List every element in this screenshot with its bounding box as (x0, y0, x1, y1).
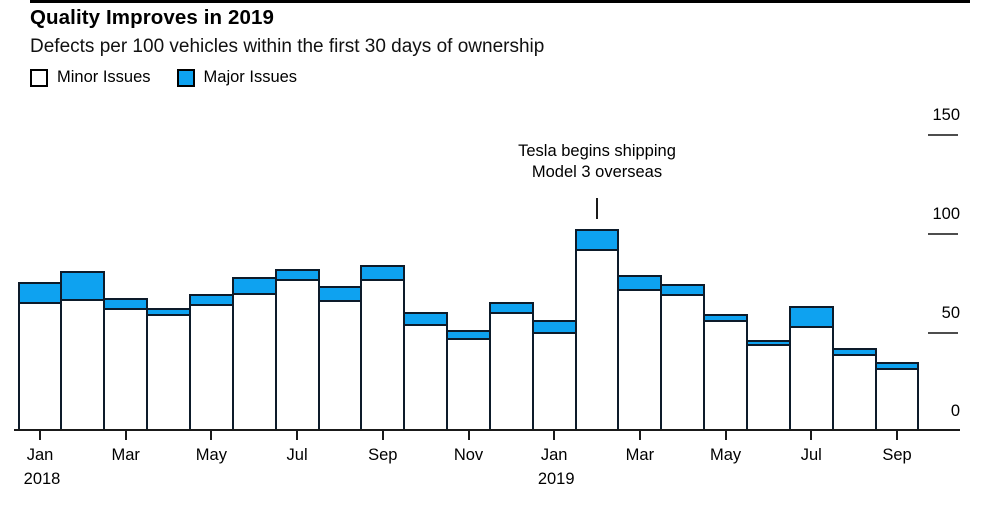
bar-feb-2018 (60, 271, 106, 431)
top-rule (30, 0, 970, 3)
chart-title: Quality Improves in 2019 (30, 6, 274, 29)
y-tick-label: 0 (950, 402, 960, 420)
bar-major-segment (19, 284, 61, 304)
x-tick (124, 431, 127, 440)
bar-major-segment (448, 332, 489, 340)
legend-label-minor: Minor Issues (57, 68, 151, 86)
y-tick-dash (928, 332, 958, 334)
bar-major-segment (490, 304, 532, 314)
x-tick-label: Sep (882, 446, 912, 464)
bar-aug-2018 (317, 286, 363, 431)
bar-may-2019 (703, 314, 749, 431)
x-tick (467, 431, 470, 440)
x-tick (553, 431, 556, 440)
bar-major-segment (533, 322, 575, 334)
bar-major-segment (405, 314, 447, 326)
x-tick-label: Jul (286, 446, 308, 464)
bar-aug-2019 (831, 348, 877, 431)
chart-subtitle: Defects per 100 vehicles within the firs… (30, 36, 545, 57)
bar-jan-2018 (17, 282, 63, 431)
bar-sep-2018 (360, 265, 406, 431)
bar-apr-2019 (660, 284, 706, 431)
bar-major-segment (662, 286, 704, 296)
x-tick-label: Mar (111, 446, 140, 464)
x-tick-label: Nov (453, 446, 484, 464)
bar-major-segment (619, 277, 661, 291)
bar-apr-2018 (146, 308, 191, 431)
bar-major-segment (190, 296, 232, 306)
bar-mar-2019 (617, 275, 663, 431)
x-tick-label: Jan (540, 446, 568, 464)
x-tick-label: May (710, 446, 742, 464)
minor-issues-swatch-icon (30, 68, 48, 87)
bar-jun-2018 (231, 277, 277, 431)
annotation-pointer-tick (596, 198, 598, 219)
bar-major-segment (276, 271, 318, 281)
x-tick (724, 431, 727, 440)
annotation-line-1: Tesla begins shipping (518, 142, 676, 160)
bar-major-segment (62, 273, 104, 301)
legend-item-major: Major Issues (176, 68, 298, 87)
bar-major-segment (148, 310, 189, 316)
x-tick-label: Mar (625, 446, 655, 464)
bar-major-segment (105, 300, 147, 310)
y-tick-label: 100 (932, 205, 960, 223)
bar-jul-2019 (788, 306, 834, 431)
bar-major-segment (233, 279, 275, 295)
x-tick (638, 431, 641, 440)
legend-label-major: Major Issues (203, 68, 298, 86)
x-tick-label: Jan (26, 446, 54, 464)
bar-jul-2018 (274, 269, 320, 431)
x-tick (896, 431, 898, 440)
y-tick-label: 50 (941, 304, 960, 322)
bar-sep-2019 (874, 362, 920, 431)
bar-major-segment (362, 267, 404, 281)
bar-major-segment (576, 231, 618, 251)
x-year-label: 2018 (23, 470, 61, 488)
bar-dec-2018 (488, 302, 534, 431)
major-issues-swatch-icon (176, 68, 195, 87)
bar-feb-2019 (574, 229, 620, 431)
annotation-text: Tesla begins shipping Model 3 overseas (447, 141, 747, 183)
x-axis-line (14, 429, 960, 431)
bar-jan-2019 (531, 320, 577, 431)
bar-oct-2018 (403, 312, 449, 431)
bar-nov-2018 (446, 330, 491, 431)
x-tick (296, 431, 299, 440)
bar-major-segment (705, 316, 747, 322)
legend: Minor Issues Major Issues (30, 68, 297, 87)
x-tick (810, 431, 813, 440)
bar-major-segment (748, 342, 789, 346)
bar-major-segment (319, 288, 361, 302)
x-tick (210, 431, 213, 440)
bar-major-segment (790, 308, 832, 328)
x-tick-label: May (195, 446, 227, 464)
x-year-label: 2019 (537, 470, 575, 488)
bar-mar-2018 (103, 298, 149, 431)
bar-major-segment (833, 350, 875, 356)
x-tick (381, 431, 384, 440)
x-tick (39, 431, 41, 440)
bar-may-2018 (188, 294, 234, 431)
bar-major-segment (876, 364, 918, 370)
legend-item-minor: Minor Issues (30, 68, 151, 87)
y-tick-label: 150 (932, 106, 960, 124)
x-tick-label: Jul (800, 446, 822, 464)
y-tick-dash (928, 134, 958, 136)
bar-jun-2019 (746, 340, 791, 431)
x-tick-label: Sep (368, 446, 398, 464)
annotation-line-2: Model 3 overseas (531, 163, 663, 181)
y-tick-dash (928, 233, 958, 235)
